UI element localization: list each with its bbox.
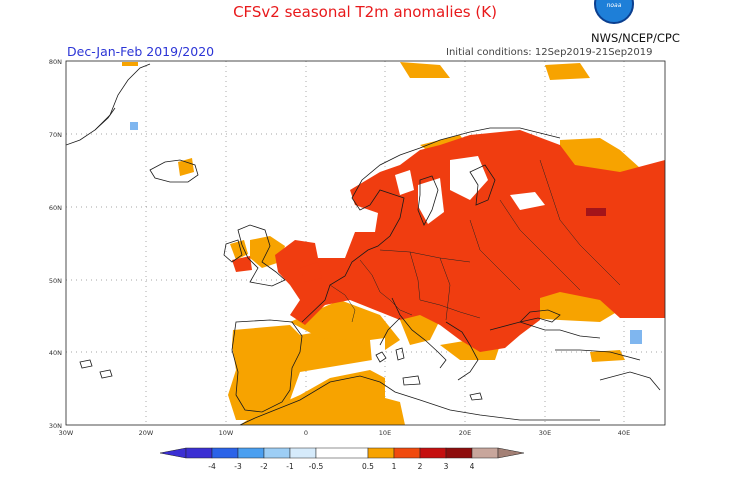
season-label: Dec-Jan-Feb 2019/2020 [67, 44, 215, 59]
anomaly-fill-cool [130, 122, 642, 344]
colorbar-cell-12 [497, 447, 525, 459]
lat-labels: 80N 70N 60N 50N 40N 30N [49, 58, 62, 430]
lat-label-50n: 50N [49, 277, 62, 285]
lat-label-60n: 60N [49, 204, 62, 212]
colorbar-cell-9 [419, 447, 447, 459]
colorbar: -4 -3 -2 -1 -0.5 0.5 1 2 3 4 [159, 447, 525, 471]
colorbar-cell-4 [263, 447, 291, 459]
colorbar-cell-5 [289, 447, 317, 459]
map-title: CFSv2 seasonal T2m anomalies (K) [233, 3, 497, 21]
colorbar-cell-11 [471, 447, 499, 459]
colorbar-label: 4 [470, 462, 475, 471]
colorbar-cell-6 [315, 447, 369, 459]
country-borders [329, 159, 621, 323]
colorbar-label: 3 [444, 462, 449, 471]
colorbar-cell-10 [445, 447, 473, 459]
lat-label-80n: 80N [49, 58, 62, 66]
colorbar-label: -2 [260, 462, 268, 471]
noaa-logo-icon: noaa [590, 0, 638, 30]
graticule [66, 61, 665, 425]
lon-label-30e: 30E [539, 429, 551, 437]
lon-label-30w: 30W [59, 429, 74, 437]
colorbar-cell-7 [367, 447, 395, 459]
anomaly-fill-very-warm [586, 208, 606, 216]
map-frame [65, 60, 666, 426]
lon-label-10e: 10E [379, 429, 391, 437]
colorbar-cell-2 [211, 447, 239, 459]
colorbar-cell-0 [159, 447, 187, 459]
anomaly-map [66, 61, 665, 425]
colorbar-cell-8 [393, 447, 421, 459]
lon-label-40e: 40E [618, 429, 630, 437]
colorbar-label: -1 [286, 462, 294, 471]
colorbar-cell-3 [237, 447, 265, 459]
colorbar-label: 1 [392, 462, 397, 471]
initial-conditions-label: Initial conditions: 12Sep2019-21Sep2019 [446, 47, 653, 58]
lat-label-70n: 70N [49, 131, 62, 139]
colorbar-label: 0.5 [362, 462, 374, 471]
colorbar-label: -4 [208, 462, 216, 471]
anomaly-fill-strong-warm [232, 130, 665, 352]
colorbar-label: 2 [418, 462, 423, 471]
colorbar-cell-1 [185, 447, 213, 459]
colorbar-label: -0.5 [309, 462, 324, 471]
lon-label-10w: 10W [219, 429, 234, 437]
noaa-logo-text: noaa [606, 2, 622, 9]
lat-label-30n: 30N [49, 422, 62, 430]
lat-label-40n: 40N [49, 349, 62, 357]
coastlines [66, 63, 661, 425]
agency-label: NWS/NCEP/CPC [591, 31, 680, 45]
lon-label-0: 0 [304, 429, 308, 437]
lon-label-20e: 20E [459, 429, 471, 437]
lon-label-20w: 20W [139, 429, 154, 437]
colorbar-label: -3 [234, 462, 242, 471]
lon-labels: 30W 20W 10W 0 10E 20E 30E 40E [59, 429, 631, 437]
